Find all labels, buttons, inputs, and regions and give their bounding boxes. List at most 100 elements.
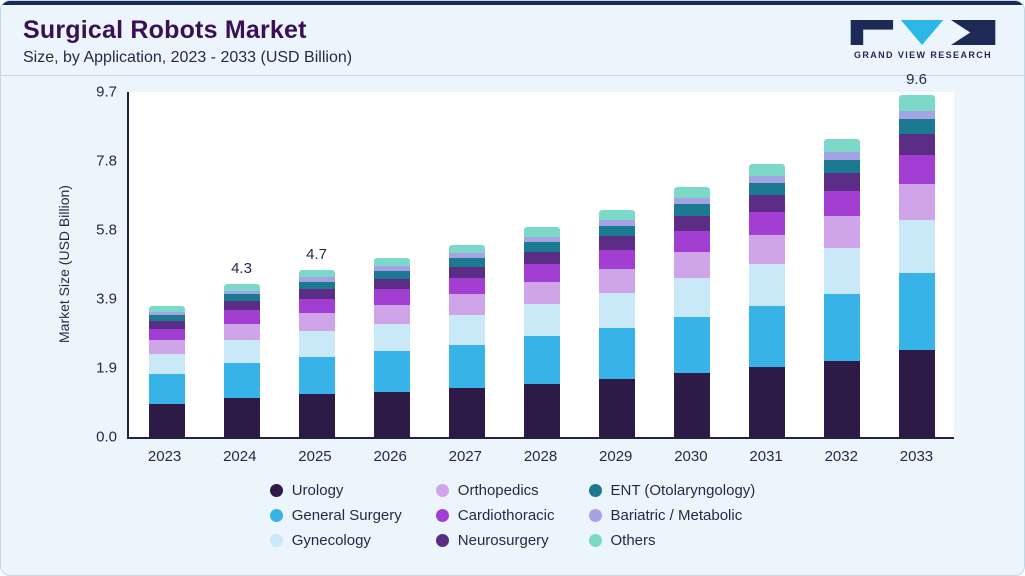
segment-orthopedics xyxy=(373,304,410,324)
legend-label: Urology xyxy=(291,482,344,499)
stacked-bar xyxy=(823,138,860,437)
bar-column-2024: 4.3 xyxy=(204,92,279,437)
segment-ent-otolaryngology xyxy=(748,182,785,196)
segment-ent-otolaryngology xyxy=(598,225,635,237)
segment-ent-otolaryngology xyxy=(673,204,710,216)
segment-bariatric-metabolic xyxy=(298,277,335,282)
legend-item-others: Others xyxy=(588,528,756,553)
stacked-bar-chart: Market Size (USD Billion) 0.0 1.9 3.9 5.8 7.… xyxy=(1,71,1024,465)
segment-general-surgery xyxy=(148,374,185,404)
legend-label: Cardiothoracic xyxy=(457,507,555,524)
y-tick-label: 5.8 xyxy=(96,221,117,239)
segment-cardiothoracic xyxy=(898,155,935,185)
legend-item-ent-otolaryngology: ENT (Otolaryngology) xyxy=(588,478,756,503)
segment-orthopedics xyxy=(298,313,335,331)
segment-ent-otolaryngology xyxy=(448,258,485,267)
bar-column-2029 xyxy=(579,92,654,437)
segment-urology xyxy=(373,391,410,437)
segment-bariatric-metabolic xyxy=(598,220,635,226)
segment-cardiothoracic xyxy=(223,310,260,324)
bar-column-2027 xyxy=(429,92,504,437)
segment-others xyxy=(673,186,710,199)
segment-ent-otolaryngology xyxy=(148,315,185,322)
legend-label: ENT (Otolaryngology) xyxy=(610,482,756,499)
segment-gynecology xyxy=(223,339,260,364)
segment-ent-otolaryngology xyxy=(223,294,260,302)
segment-gynecology xyxy=(748,263,785,306)
segment-ent-otolaryngology xyxy=(298,281,335,290)
segment-bariatric-metabolic xyxy=(373,265,410,271)
header-titles: Surgical Robots Market Size, by Applicat… xyxy=(23,16,352,67)
segment-orthopedics xyxy=(448,294,485,315)
segment-neurosurgery xyxy=(823,173,860,191)
legend-item-orthopedics: Orthopedics xyxy=(435,478,555,503)
legend-item-general-surgery: General Surgery xyxy=(269,503,402,528)
x-tick-label: 2026 xyxy=(373,448,407,465)
segment-others xyxy=(148,305,185,312)
y-tick-label: 9.7 xyxy=(96,83,117,101)
segment-gynecology xyxy=(373,323,410,352)
segment-neurosurgery xyxy=(598,236,635,250)
top-accent-bar xyxy=(1,1,1024,5)
legend-item-cardiothoracic: Cardiothoracic xyxy=(435,503,555,528)
logo-text: GRAND VIEW RESEARCH xyxy=(853,50,993,60)
segment-orthopedics xyxy=(523,281,560,304)
legend-marker-icon xyxy=(588,509,602,522)
legend-item-bariatric-metabolic: Bariatric / Metabolic xyxy=(588,503,756,528)
segment-cardiothoracic xyxy=(598,249,635,269)
segment-general-surgery xyxy=(448,344,485,388)
segment-gynecology xyxy=(448,314,485,345)
stacked-bar xyxy=(748,163,785,437)
segment-bariatric-metabolic xyxy=(448,253,485,259)
segment-general-surgery xyxy=(673,317,710,374)
legend-marker-icon xyxy=(435,484,449,497)
legend-label: Orthopedics xyxy=(457,482,539,499)
bar-column-2028 xyxy=(504,92,579,437)
stacked-bar xyxy=(223,283,260,437)
segment-others xyxy=(823,138,860,153)
y-tick-label: 0.0 xyxy=(96,428,117,446)
segment-gynecology xyxy=(898,220,935,274)
legend-item-neurosurgery: Neurosurgery xyxy=(435,528,555,553)
x-tick-label: 2024 xyxy=(223,448,257,465)
segment-neurosurgery xyxy=(673,215,710,231)
plot-wrap: 4.3 4.7 9.6 2023 2024 2025 2026 2027 2028 2029 20… xyxy=(127,71,954,465)
legend-label: Gynecology xyxy=(291,532,371,549)
stacked-bar xyxy=(373,257,410,437)
bar-value-label: 4.7 xyxy=(306,246,327,263)
segment-urology xyxy=(748,367,785,437)
x-tick-label: 2029 xyxy=(599,448,633,465)
segment-cardiothoracic xyxy=(748,211,785,235)
segment-bariatric-metabolic xyxy=(223,290,260,295)
segment-orthopedics xyxy=(223,323,260,340)
segment-cardiothoracic xyxy=(373,289,410,305)
segment-cardiothoracic xyxy=(148,328,185,340)
bar-column-2023 xyxy=(129,92,204,437)
segment-orthopedics xyxy=(673,252,710,279)
segment-ent-otolaryngology xyxy=(823,159,860,174)
segment-gynecology xyxy=(673,278,710,318)
page-title: Surgical Robots Market xyxy=(23,16,307,44)
logo-mark-icon xyxy=(850,19,996,46)
segment-orthopedics xyxy=(748,234,785,264)
segment-urology xyxy=(898,349,935,437)
segment-urology xyxy=(223,397,260,437)
segment-urology xyxy=(673,373,710,437)
segment-general-surgery xyxy=(298,356,335,395)
bar-column-2026 xyxy=(354,92,429,437)
segment-orthopedics xyxy=(148,339,185,354)
segment-urology xyxy=(523,383,560,437)
segment-others xyxy=(523,227,560,237)
legend-marker-icon xyxy=(588,534,602,547)
y-tick-label: 7.8 xyxy=(96,152,117,170)
segment-ent-otolaryngology xyxy=(373,270,410,279)
segment-orthopedics xyxy=(823,216,860,248)
legend-marker-icon xyxy=(269,484,283,497)
x-tick-label: 2023 xyxy=(147,448,182,465)
segment-neurosurgery xyxy=(373,278,410,290)
x-tick-label: 2030 xyxy=(674,448,708,465)
legend-label: Neurosurgery xyxy=(457,532,549,549)
segment-orthopedics xyxy=(598,268,635,293)
bar-column-2032 xyxy=(804,92,879,437)
segment-urology xyxy=(823,360,860,437)
